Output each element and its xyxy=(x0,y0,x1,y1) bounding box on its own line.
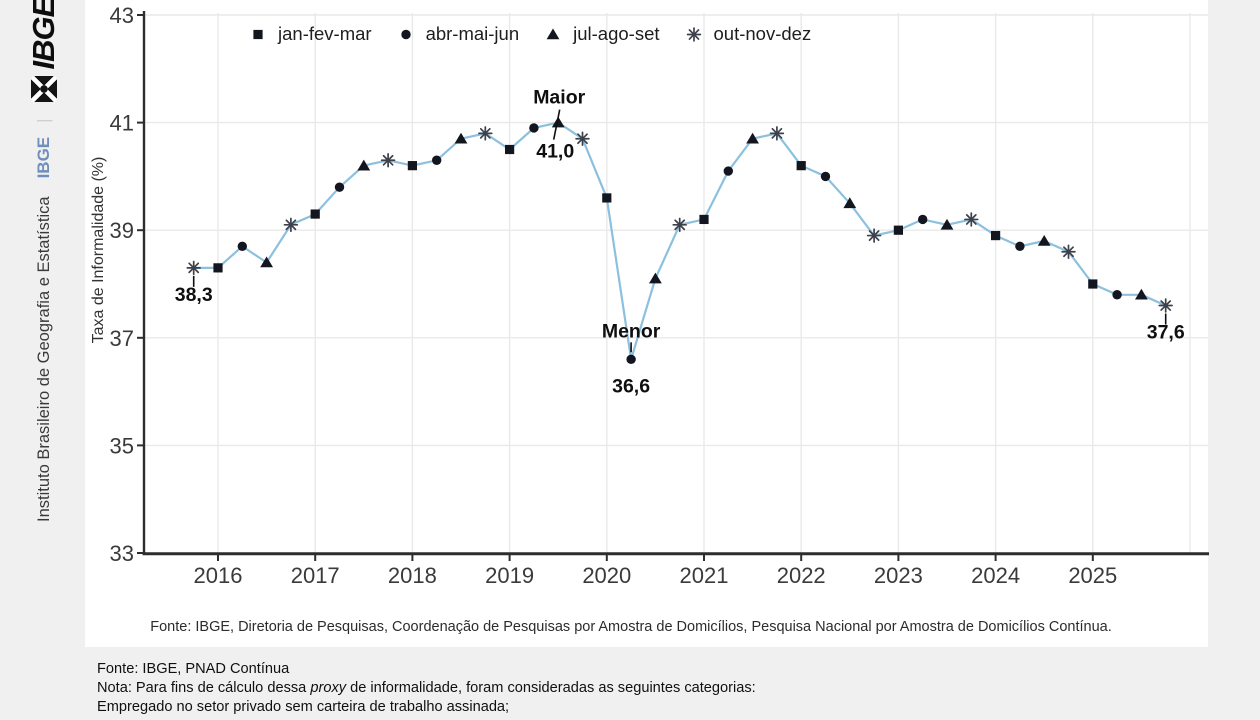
svg-text:41: 41 xyxy=(110,111,134,136)
svg-text:37: 37 xyxy=(110,326,134,351)
data-point-marker xyxy=(893,225,903,235)
footer-notes: Fonte: IBGE, PNAD Contínua Nota: Para fi… xyxy=(97,660,756,717)
data-point-markers xyxy=(186,116,1173,365)
svg-text:2024: 2024 xyxy=(971,563,1020,588)
data-point-marker xyxy=(769,126,785,141)
data-point-marker xyxy=(626,354,636,365)
chart-card xyxy=(85,0,1208,647)
data-point-marker xyxy=(602,193,612,203)
data-point-marker xyxy=(843,197,857,209)
chart-legend: jan-fev-mar abr-mai-jun jul-ago-set out-nov… xyxy=(248,23,811,45)
svg-text:2021: 2021 xyxy=(680,563,729,588)
legend-item-abr-mai-jun: abr-mai-jun xyxy=(396,23,520,45)
gridlines xyxy=(144,13,1208,553)
data-point-marker xyxy=(699,214,709,225)
svg-text:2023: 2023 xyxy=(874,563,923,588)
data-point-marker xyxy=(649,272,662,284)
data-point-marker xyxy=(237,241,247,252)
ibge-pinwheel-icon xyxy=(31,76,57,103)
chart-source-line: Fonte: IBGE, Diretoria de Pesquisas, Coo… xyxy=(150,619,1112,635)
data-point-marker xyxy=(432,155,442,165)
svg-text:38,3: 38,3 xyxy=(175,284,213,306)
footer-note-line: Nota: Para fins de cálculo dessa proxy d… xyxy=(97,680,756,696)
data-point-marker xyxy=(1061,244,1076,259)
triangle-marker-icon xyxy=(546,28,560,40)
legend-label: jul-ago-set xyxy=(573,23,660,44)
data-point-marker xyxy=(672,217,687,233)
data-point-marker xyxy=(380,153,396,168)
svg-text:2016: 2016 xyxy=(194,563,243,588)
circle-marker-icon xyxy=(400,29,411,40)
svg-text:2018: 2018 xyxy=(388,563,437,588)
data-point-marker xyxy=(334,182,345,192)
institute-name: Instituto Brasileiro de Geografia e Esta… xyxy=(34,196,53,522)
data-point-marker xyxy=(796,161,806,171)
data-series-line xyxy=(192,121,1167,361)
svg-text:35: 35 xyxy=(110,433,134,458)
data-point-marker xyxy=(505,144,515,155)
svg-text:2019: 2019 xyxy=(485,563,534,588)
data-point-marker xyxy=(1112,290,1122,300)
data-point-marker xyxy=(1037,234,1051,246)
svg-text:39: 39 xyxy=(110,218,134,243)
svg-text:37,6: 37,6 xyxy=(1147,322,1185,344)
ibge-sidebar: Instituto Brasileiro de Geografia e Esta… xyxy=(0,0,85,647)
data-point-marker xyxy=(551,116,565,128)
data-point-marker xyxy=(746,132,759,144)
square-marker-icon xyxy=(253,29,263,40)
data-point-marker xyxy=(260,256,273,268)
svg-text:2017: 2017 xyxy=(291,563,340,588)
data-point-marker xyxy=(1158,298,1173,313)
x-axis-labels: 2016 2017 2018 2019 2020 2021 2022 2023 2024 2025 xyxy=(194,563,1118,588)
data-point-marker xyxy=(723,166,733,176)
data-point-marker xyxy=(1088,279,1098,289)
ibge-logo-text: IBGE xyxy=(26,0,61,70)
data-point-marker xyxy=(186,260,201,276)
data-point-marker xyxy=(918,214,928,225)
institute-acronym: IBGE xyxy=(34,136,53,179)
svg-text:33: 33 xyxy=(110,541,134,566)
annotations: 38,3 Maior 41,0 Menor 36,6 37,6 xyxy=(175,87,1185,398)
legend-label: out-nov-dez xyxy=(713,23,812,44)
footer-category-line: Empregado no setor privado sem carteira … xyxy=(97,699,510,715)
data-point-marker xyxy=(866,228,882,243)
svg-text:41,0: 41,0 xyxy=(536,141,574,163)
legend-item-jul-ago-set: jul-ago-set xyxy=(543,23,660,45)
ibge-sidebar-content: Instituto Brasileiro de Geografia e Esta… xyxy=(16,0,72,647)
legend-item-jan-fev-mar: jan-fev-mar xyxy=(248,23,372,45)
data-point-marker xyxy=(964,212,979,227)
sidebar-separator: | xyxy=(34,118,53,123)
data-point-marker xyxy=(1015,241,1025,252)
data-point-marker xyxy=(357,159,371,171)
svg-text:43: 43 xyxy=(110,3,134,28)
svg-text:Maior: Maior xyxy=(533,87,585,109)
data-point-marker xyxy=(529,123,539,133)
data-point-marker xyxy=(1135,288,1148,300)
axes xyxy=(137,11,1209,561)
svg-text:2025: 2025 xyxy=(1068,563,1117,588)
legend-label: jan-fev-mar xyxy=(278,23,372,44)
svg-text:2020: 2020 xyxy=(582,563,631,588)
data-point-marker xyxy=(820,171,831,182)
footer-source-line: Fonte: IBGE, PNAD Contínua xyxy=(97,661,290,677)
data-point-marker xyxy=(213,263,223,273)
asterisk-marker-icon xyxy=(686,27,701,42)
data-point-marker xyxy=(478,126,493,141)
svg-text:36,6: 36,6 xyxy=(612,375,650,397)
svg-text:Menor: Menor xyxy=(602,320,661,342)
data-point-marker xyxy=(454,132,468,144)
data-point-marker xyxy=(991,230,1001,241)
y-axis-title: Taxa de Informalidade (%) xyxy=(90,157,107,344)
svg-text:2022: 2022 xyxy=(777,563,826,588)
data-point-marker xyxy=(407,161,417,171)
legend-label: abr-mai-jun xyxy=(425,23,520,44)
data-point-marker xyxy=(940,218,954,230)
data-point-marker xyxy=(575,131,590,146)
legend-item-out-nov-dez: out-nov-dez xyxy=(684,23,812,45)
data-point-marker xyxy=(310,209,320,219)
data-point-marker xyxy=(283,217,299,233)
y-axis-labels: 33 35 37 39 41 43 xyxy=(110,3,134,566)
